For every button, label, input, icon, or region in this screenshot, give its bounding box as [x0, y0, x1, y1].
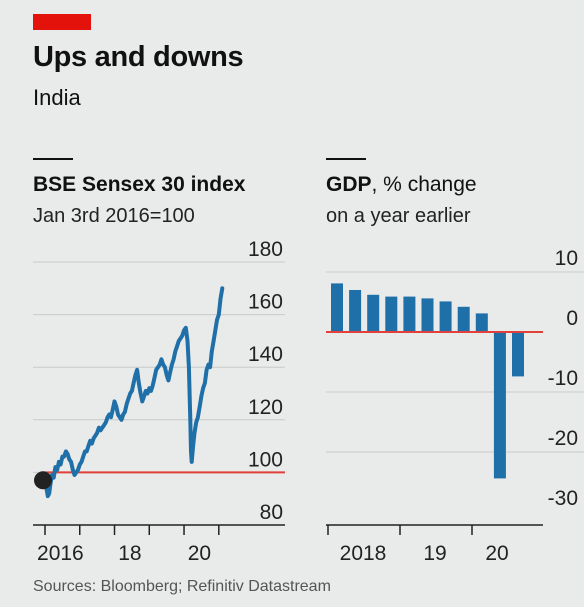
sensex-y-tick-label: 80	[260, 501, 283, 524]
gdp-bar	[439, 301, 452, 332]
sensex-y-tick-label: 140	[248, 343, 283, 366]
brand-red-tag	[33, 14, 91, 30]
gdp-y-tick-label: -20	[548, 427, 578, 450]
gdp-bar	[421, 298, 434, 332]
sensex-y-tick-label: 180	[248, 238, 283, 261]
left-panel-rule	[33, 158, 73, 160]
gdp-bar	[367, 294, 380, 332]
gdp-y-tick-label: 10	[555, 247, 578, 270]
sensex-panel-subtitle: Jan 3rd 2016=100	[33, 205, 195, 227]
chart-subtitle: India	[33, 85, 81, 110]
gdp-y-tick-label: -30	[548, 487, 578, 510]
gdp-panel-title-main: GDP	[326, 173, 372, 196]
source-note: Sources: Bloomberg; Refinitiv Datastream	[33, 578, 331, 595]
gdp-bar	[349, 290, 362, 332]
sensex-y-tick-label: 100	[248, 448, 283, 471]
sensex-y-tick-label: 160	[248, 291, 283, 314]
gdp-bar	[512, 332, 524, 377]
gdp-bar	[475, 313, 488, 332]
gdp-bar	[385, 296, 398, 332]
gdp-bar	[493, 332, 506, 479]
gdp-bar	[457, 306, 470, 332]
gdp-x-tick-label: 19	[423, 542, 446, 565]
gdp-y-tick-label: 0	[566, 307, 578, 330]
gdp-bar	[403, 296, 416, 332]
gdp-panel-subtitle: on a year earlier	[326, 205, 471, 227]
sensex-panel-title: BSE Sensex 30 index	[33, 173, 246, 196]
gdp-x-tick-label: 20	[485, 542, 508, 565]
sensex-x-tick-label: 18	[118, 542, 141, 565]
right-panel-rule	[326, 158, 366, 160]
gdp-x-tick-label: 2018	[340, 542, 387, 565]
sensex-x-tick-label: 20	[188, 542, 211, 565]
chart-title: Ups and downs	[33, 41, 244, 73]
gdp-bar	[331, 283, 343, 332]
gdp-panel-title-suffix: , % change	[371, 173, 477, 196]
gdp-panel-title: GDP, % change	[326, 173, 477, 197]
sensex-start-marker	[34, 471, 52, 490]
gdp-y-tick-label: -10	[548, 367, 578, 390]
sensex-y-tick-label: 120	[248, 396, 283, 419]
sensex-series-line	[43, 286, 225, 499]
sensex-x-tick-label: 2016	[37, 542, 84, 565]
